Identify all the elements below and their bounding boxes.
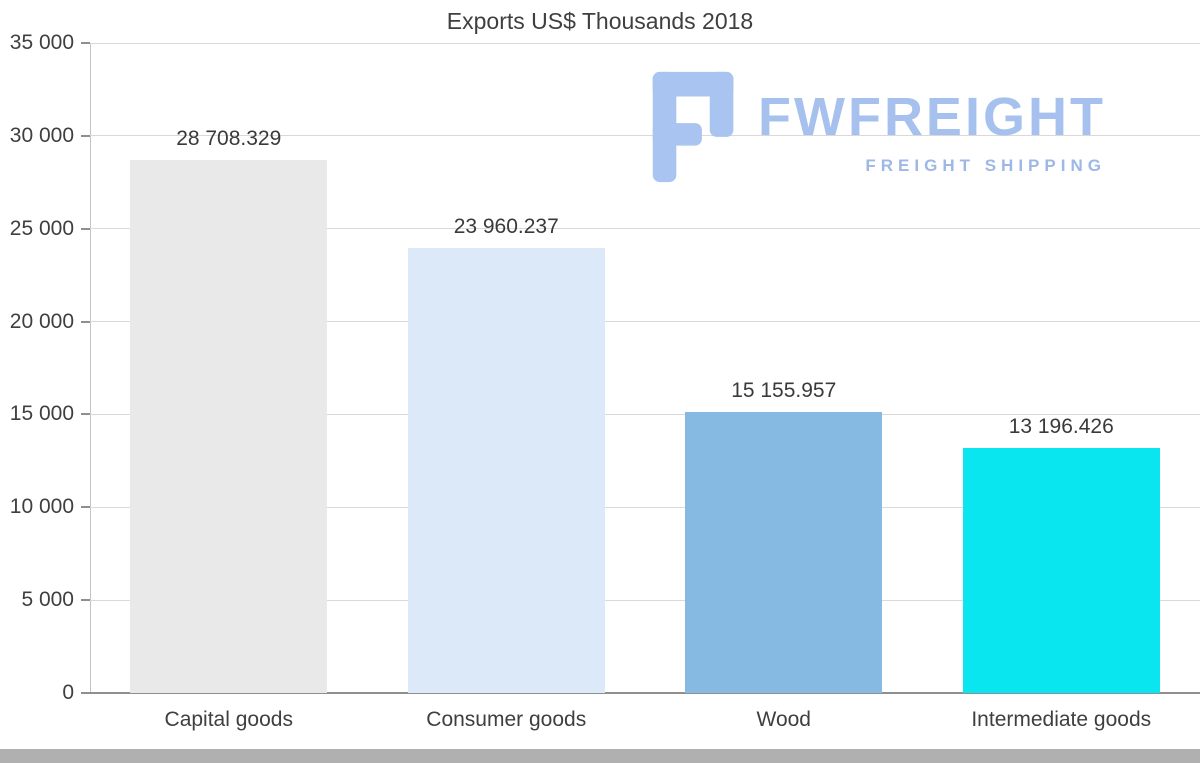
y-tick-mark [81,320,90,323]
gridline [90,228,1200,230]
y-tick-mark [81,692,90,694]
x-category-label: Intermediate goods [971,708,1152,731]
bar-value-label: 28 708.329 [176,126,282,150]
y-tick-mark [81,42,90,44]
y-axis-line [90,43,91,693]
y-tick-label: 0 [62,681,74,704]
gridline [90,413,1200,415]
plot-area: 28 708.329 23 960.237 15 155.957 13 196.426 [90,42,1200,693]
gridline [90,135,1200,137]
y-tick-label: 25 000 [9,216,74,240]
y-tick-label: 35 000 [9,31,74,54]
bar-slot-consumer-goods: 23 960.237 [368,43,646,693]
x-axis-line [90,692,1200,694]
gridline [90,42,1200,44]
bar-wood [685,411,883,693]
y-tick-label: 30 000 [9,123,74,147]
bar-value-label: 13 196.426 [1008,414,1114,438]
fwfreight-logo-icon [652,71,734,183]
y-tick-label: 15 000 [9,402,74,426]
y-tick-label: 5 000 [21,588,74,612]
y-tick-mark [81,506,90,509]
x-axis-labels: Capital goods Consumer goods Wood Intermedi… [90,694,1200,732]
gridline [90,321,1200,323]
chart-title: Exports US$ Thousands 2018 [446,8,754,34]
bar-slot-wood: 15 155.957 [645,43,923,693]
bar-intermediate-goods [962,447,1160,693]
bar-capital-goods [130,159,328,693]
y-tick-mark [81,413,90,416]
brand-name: FWFREIGHT [758,87,1106,147]
logo-text-block: FWFREIGHT FREIGHT SHIPPING [758,68,1106,176]
x-category-label: Wood [756,708,811,731]
gridline [90,599,1200,601]
gridline [90,506,1200,508]
x-category-label: Consumer goods [426,708,587,731]
y-tick-mark [81,599,90,602]
y-tick-label: 20 000 [9,309,74,333]
watermark-logo: FWFREIGHT FREIGHT SHIPPING [648,68,1106,186]
bar-consumer-goods [407,248,605,693]
x-category-label: Capital goods [164,708,293,731]
bars-container: 28 708.329 23 960.237 15 155.957 13 196.426 [90,43,1200,693]
bottom-gray-strip [0,749,1200,763]
y-tick-mark [81,227,90,230]
y-tick-mark [81,134,90,137]
y-tick-label: 10 000 [9,495,74,519]
brand-tagline: FREIGHT SHIPPING [865,156,1106,175]
bar-slot-intermediate-goods: 13 196.426 [923,43,1200,693]
bar-value-label: 15 155.957 [731,378,837,402]
bar-slot-capital-goods: 28 708.329 [90,43,368,693]
bar-value-label: 23 960.237 [453,215,559,239]
